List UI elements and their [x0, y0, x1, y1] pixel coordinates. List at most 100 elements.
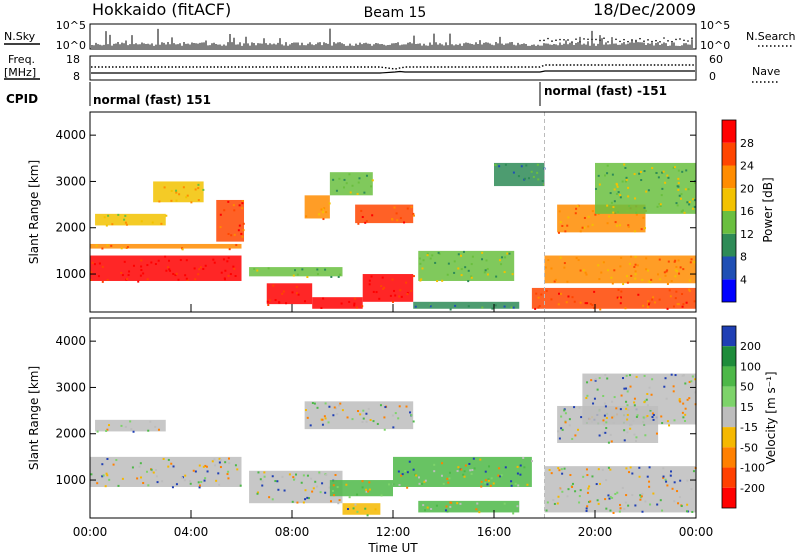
velocity-colorbar-segment-7 — [722, 467, 736, 488]
velocity-colorbar-tick-0: 200 — [740, 340, 761, 353]
cpid-segment-2: normal (fast) -151 — [544, 84, 667, 98]
velocity-ytick-label-2: 3000 — [55, 380, 86, 394]
power-feature-7 — [312, 297, 364, 309]
nsky-label: N.Sky — [4, 30, 36, 43]
power-data — [90, 112, 697, 312]
power-colorbar-tick-5: 24 — [740, 160, 754, 173]
power-feature-3 — [153, 181, 205, 204]
velocity-colorbar-tick-6: -100 — [740, 462, 765, 475]
power-feature-6 — [266, 283, 313, 306]
velocity-colorbar-segment-3 — [722, 386, 736, 407]
freq-panel: Freq. [MHz] 18 8 60 0 Nave — [4, 53, 780, 83]
power-colorbar-segment-2 — [722, 233, 736, 257]
power-feature-10 — [329, 172, 374, 196]
power-feature-4 — [216, 199, 245, 242]
power-feature-18 — [595, 162, 697, 214]
velocity-colorbar-segment-8 — [722, 487, 736, 508]
velocity-feature-2 — [249, 470, 343, 505]
date-title: 18/Dec/2009 — [593, 0, 696, 19]
xtick-label-5: 20:00 — [578, 525, 613, 539]
velocity-ytick-label-0: 1000 — [55, 473, 86, 487]
power-feature-5 — [249, 267, 343, 279]
velocity-colorbar-tick-4: -15 — [740, 421, 758, 434]
xtick-label-3: 12:00 — [376, 525, 411, 539]
velocity-colorbar-segment-2 — [722, 366, 736, 387]
cpid-panel: CPID normal (fast) 151 normal (fast) -15… — [6, 82, 667, 107]
freq-tick-high: 18 — [66, 53, 80, 66]
velocity-ytick-label-1: 2000 — [55, 427, 86, 441]
velocity-colorbar-segment-4 — [722, 406, 736, 428]
power-feature-0 — [90, 255, 242, 283]
nsky-panel: N.Sky 10^5 10^0 10^5 10^0 N.Search — [4, 19, 796, 52]
nave-line — [91, 64, 695, 70]
power-colorbar-tick-6: 28 — [740, 137, 754, 150]
velocity-colorbar-segment-6 — [722, 447, 736, 468]
power-colorbar: 4 8 12 16 20 24 28 — [721, 119, 754, 303]
power-yticks: 1000 2000 3000 4000 — [55, 128, 696, 281]
freq-label-2: [MHz] — [4, 66, 36, 79]
power-colorbar-segment-1 — [722, 256, 736, 280]
velocity-colorbar-tick-5: -50 — [740, 441, 758, 454]
cpid-segment-1: normal (fast) 151 — [93, 93, 211, 107]
velocity-ylabel: Slant Range [km] — [27, 366, 41, 470]
cpid-label: CPID — [6, 92, 38, 106]
velocity-feature-5 — [393, 456, 533, 489]
xtick-label-0: 00:00 — [73, 525, 108, 539]
power-colorbar-segment-5 — [722, 165, 736, 189]
velocity-colorbar-tick-3: 15 — [740, 401, 754, 414]
velocity-feature-3 — [304, 401, 415, 431]
xtick-label-6: 00:00 — [679, 525, 714, 539]
power-feature-8 — [362, 274, 415, 303]
velocity-feature-7 — [418, 500, 520, 515]
power-ytick-label-2: 3000 — [55, 174, 86, 188]
velocity-data — [90, 318, 697, 518]
nsearch-tick-high: 10^5 — [700, 19, 730, 32]
power-ytick-label-0: 1000 — [55, 267, 86, 281]
power-colorbar-label: Power [dB] — [761, 177, 775, 242]
xtick-label-1: 04:00 — [174, 525, 209, 539]
velocity-colorbar-segment-0 — [722, 326, 736, 347]
xtick-label-4: 16:00 — [477, 525, 512, 539]
power-panel: 1000 2000 3000 4000 Slant Range [km] 4 8 12 16… — [27, 111, 775, 313]
power-feature-15 — [531, 287, 696, 311]
power-colorbar-tick-4: 20 — [740, 182, 754, 195]
nave-tick-low: 0 — [709, 70, 716, 83]
velocity-ytick-label-3: 4000 — [55, 334, 86, 348]
x-axis-label: Time UT — [367, 541, 418, 554]
nsearch-label: N.Search — [746, 30, 796, 43]
power-feature-2 — [95, 213, 168, 227]
power-ytick-label-3: 4000 — [55, 128, 86, 142]
velocity-feature-6 — [342, 503, 381, 517]
velocity-colorbar-tick-1: 100 — [740, 360, 761, 373]
power-feature-13 — [413, 301, 520, 311]
power-colorbar-segment-7 — [722, 120, 736, 143]
velocity-yticks: 1000 2000 3000 4000 — [55, 334, 696, 487]
power-colorbar-segment-4 — [722, 188, 736, 211]
power-feature-11 — [355, 204, 415, 225]
power-colorbar-segment-0 — [722, 279, 736, 302]
power-feature-9 — [304, 195, 331, 221]
power-feature-16 — [544, 255, 696, 286]
power-ytick-label-1: 2000 — [55, 221, 86, 235]
velocity-colorbar-segment-5 — [722, 427, 736, 448]
power-colorbar-tick-2: 12 — [740, 228, 754, 241]
nsky-tick-high: 10^5 — [56, 19, 86, 32]
nsearch-tick-low: 10^0 — [700, 39, 730, 52]
velocity-feature-0 — [90, 456, 242, 489]
velocity-colorbar-segment-1 — [722, 346, 736, 367]
velocity-feature-4 — [329, 480, 395, 499]
power-colorbar-segment-3 — [722, 211, 736, 234]
power-colorbar-segment-6 — [722, 142, 736, 166]
velocity-feature-1 — [95, 419, 166, 433]
beam-title: Beam 15 — [364, 5, 427, 21]
nave-label: Nave — [752, 65, 780, 78]
power-feature-1 — [90, 243, 242, 251]
power-colorbar-tick-0: 4 — [740, 273, 747, 286]
time-axis: 00:00 04:00 08:00 12:00 16:00 20:00 00:00 — [73, 304, 714, 539]
power-feature-14 — [494, 162, 546, 187]
velocity-colorbar-tick-7: -200 — [740, 482, 765, 495]
freq-tick-low: 8 — [73, 70, 80, 83]
velocity-feature-8 — [544, 466, 697, 514]
power-colorbar-frame — [721, 119, 737, 303]
